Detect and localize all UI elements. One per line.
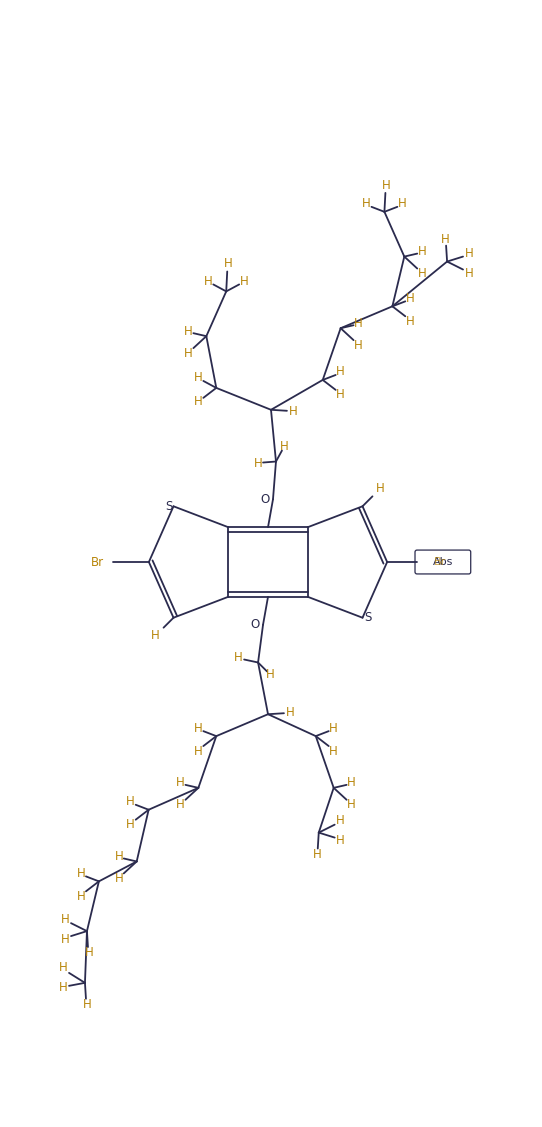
Text: H: H <box>406 314 415 328</box>
Text: H: H <box>441 233 449 246</box>
Text: H: H <box>336 814 345 827</box>
Text: H: H <box>151 629 160 642</box>
Text: Abs: Abs <box>433 557 453 567</box>
Text: H: H <box>280 441 288 453</box>
Text: H: H <box>464 267 473 279</box>
Text: H: H <box>204 275 212 289</box>
Text: H: H <box>85 947 93 959</box>
Text: H: H <box>336 365 345 379</box>
Text: H: H <box>61 932 69 946</box>
Text: H: H <box>336 834 345 848</box>
Text: H: H <box>382 179 391 193</box>
Text: H: H <box>398 197 406 211</box>
Text: H: H <box>464 247 473 260</box>
Text: H: H <box>362 197 371 211</box>
Text: H: H <box>194 372 203 384</box>
Text: H: H <box>330 745 338 757</box>
Text: H: H <box>59 982 67 994</box>
Text: H: H <box>376 482 385 495</box>
Text: H: H <box>330 721 338 735</box>
Text: H: H <box>286 706 294 719</box>
Text: H: H <box>354 338 363 352</box>
Text: H: H <box>114 850 123 863</box>
FancyBboxPatch shape <box>415 550 470 574</box>
Text: S: S <box>364 611 371 624</box>
Text: H: H <box>254 458 262 470</box>
Text: H: H <box>312 848 321 861</box>
Text: H: H <box>418 267 427 279</box>
Text: O: O <box>250 619 260 631</box>
Text: H: H <box>61 913 69 925</box>
Text: H: H <box>234 651 242 664</box>
Text: H: H <box>194 721 203 735</box>
Text: O: O <box>260 492 270 506</box>
Text: H: H <box>266 668 274 681</box>
Text: H: H <box>126 796 135 808</box>
Text: H: H <box>184 347 193 360</box>
Text: H: H <box>194 745 203 757</box>
Text: H: H <box>336 389 345 401</box>
Text: H: H <box>354 317 363 330</box>
Text: H: H <box>76 867 85 880</box>
Text: H: H <box>406 292 415 305</box>
Text: H: H <box>176 777 185 789</box>
Text: H: H <box>114 872 123 885</box>
Text: Br: Br <box>434 557 446 567</box>
Text: H: H <box>194 396 203 408</box>
Text: H: H <box>288 406 297 418</box>
Text: H: H <box>76 890 85 903</box>
Text: H: H <box>347 798 356 811</box>
Text: S: S <box>165 499 172 513</box>
Text: H: H <box>82 999 91 1011</box>
Text: H: H <box>224 257 233 270</box>
Text: Br: Br <box>91 556 104 568</box>
Text: H: H <box>240 275 249 289</box>
Text: H: H <box>59 961 67 975</box>
Text: H: H <box>176 798 185 811</box>
Text: H: H <box>126 818 135 831</box>
Text: H: H <box>184 325 193 338</box>
Text: H: H <box>347 777 356 789</box>
Text: H: H <box>418 245 427 258</box>
